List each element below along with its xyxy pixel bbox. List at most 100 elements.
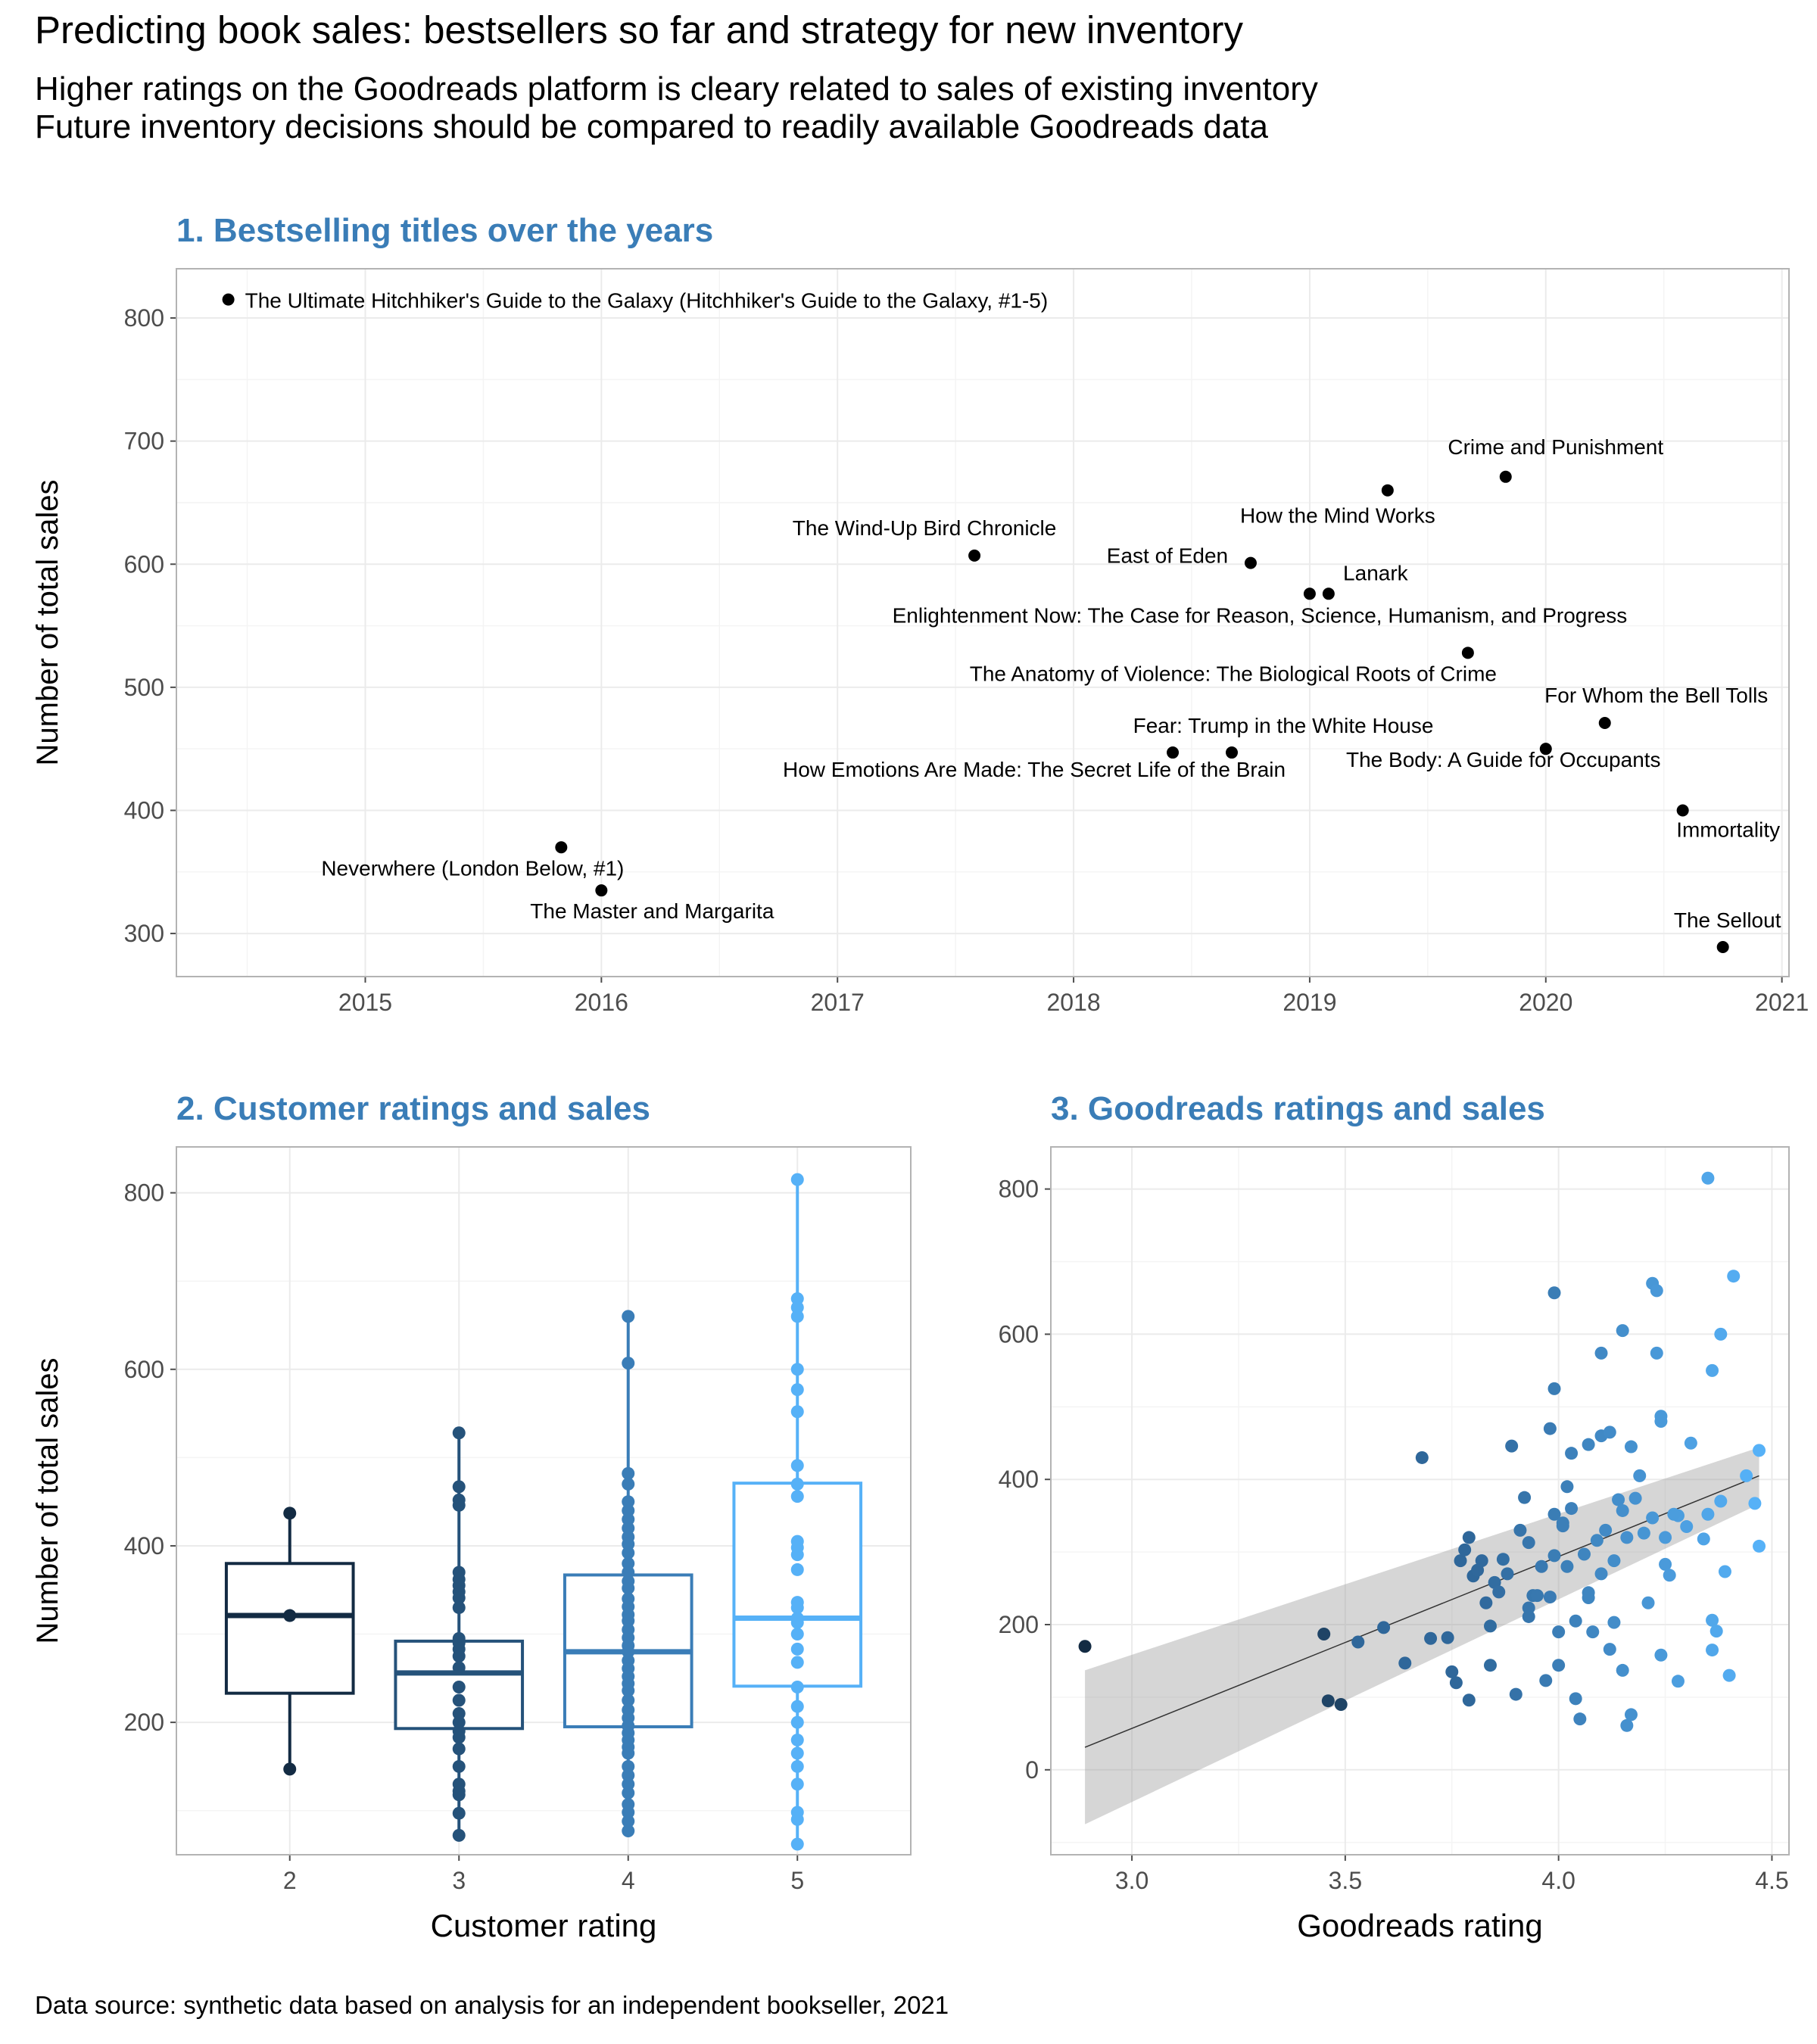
goodreads-point	[1522, 1536, 1535, 1550]
goodreads-point	[1560, 1559, 1574, 1573]
bestseller-point	[1539, 743, 1552, 756]
x-tick-label: 2021	[1755, 989, 1809, 1016]
goodreads-point	[1637, 1526, 1650, 1540]
bestseller-label: The Wind-Up Bird Chronicle	[793, 516, 1057, 540]
y-tick-label: 800	[124, 304, 164, 332]
rating-point	[622, 1466, 635, 1480]
figure-title: Predicting book sales: bestsellers so fa…	[35, 8, 1243, 51]
bestseller-label: The Ultimate Hitchhiker's Guide to the G…	[245, 289, 1049, 313]
rating-point	[790, 1746, 804, 1760]
goodreads-point	[1624, 1440, 1638, 1454]
rating-point	[790, 1310, 804, 1323]
bestseller-label: The Master and Margarita	[530, 899, 774, 923]
goodreads-point	[1659, 1531, 1672, 1544]
goodreads-point	[1462, 1693, 1476, 1707]
bestseller-label: Immortality	[1676, 818, 1780, 841]
rating-point	[452, 1806, 466, 1820]
rating-point	[790, 1700, 804, 1713]
goodreads-point	[1706, 1613, 1719, 1627]
goodreads-point	[1714, 1327, 1728, 1341]
goodreads-point	[1753, 1444, 1766, 1457]
goodreads-point	[1569, 1614, 1582, 1628]
rating-point	[790, 1301, 804, 1314]
panel-1-title: 1. Bestselling titles over the years	[176, 212, 714, 249]
goodreads-point	[1603, 1643, 1616, 1656]
goodreads-point	[1535, 1559, 1548, 1573]
bestseller-point	[968, 549, 981, 562]
confidence-band	[1085, 1447, 1759, 1824]
goodreads-point	[1722, 1669, 1736, 1682]
goodreads-point	[1552, 1659, 1566, 1672]
y-tick-label: 800	[999, 1176, 1039, 1203]
rating-point	[622, 1759, 635, 1773]
goodreads-point	[1492, 1585, 1506, 1599]
rating-point	[622, 1806, 635, 1819]
goodreads-point	[1603, 1426, 1616, 1439]
goodreads-point	[1479, 1596, 1493, 1609]
y-tick-label: 600	[999, 1320, 1039, 1348]
bestseller-label: The Sellout	[1674, 908, 1781, 932]
goodreads-point	[1748, 1497, 1762, 1510]
rating-point	[790, 1656, 804, 1669]
rating-point	[790, 1459, 804, 1472]
goodreads-point	[1483, 1619, 1497, 1633]
goodreads-point	[1650, 1346, 1663, 1360]
rating-point	[790, 1477, 804, 1491]
goodreads-point	[1321, 1694, 1335, 1708]
goodreads-point	[1462, 1531, 1476, 1544]
rating-point	[790, 1628, 804, 1641]
x-tick-label: 2017	[811, 989, 865, 1016]
bestseller-point	[1461, 647, 1474, 659]
y-tick-label: 300	[124, 920, 164, 947]
rating-point	[622, 1556, 635, 1570]
rating-point	[283, 1762, 297, 1776]
goodreads-point	[1565, 1447, 1579, 1460]
rating-point	[622, 1768, 635, 1782]
goodreads-point	[1646, 1511, 1660, 1525]
x-tick-label: 2015	[338, 989, 392, 1016]
x-tick-label: 2018	[1046, 989, 1100, 1016]
rating-point	[622, 1693, 635, 1707]
rating-point	[790, 1173, 804, 1186]
panel-border	[176, 268, 1790, 977]
goodreads-point	[1547, 1286, 1561, 1300]
rating-point	[452, 1426, 466, 1440]
goodreads-point	[1509, 1687, 1522, 1701]
goodreads-point	[1518, 1491, 1532, 1504]
bestseller-label: The Body: A Guide for Occupants	[1346, 748, 1661, 771]
goodreads-point	[1607, 1616, 1621, 1629]
rating-point	[622, 1357, 635, 1370]
x-tick-label: 2016	[575, 989, 628, 1016]
rating-point	[452, 1650, 466, 1663]
bestseller-point	[1322, 587, 1335, 600]
rating-point	[452, 1731, 466, 1744]
goodreads-point	[1441, 1631, 1454, 1644]
rating-point	[452, 1742, 466, 1756]
goodreads-point	[1351, 1635, 1365, 1649]
goodreads-point	[1547, 1507, 1561, 1521]
y-tick-label: 700	[124, 428, 164, 455]
goodreads-point	[1582, 1438, 1595, 1451]
goodreads-point	[1552, 1625, 1566, 1639]
rating-point	[790, 1363, 804, 1376]
goodreads-point	[1680, 1520, 1694, 1534]
subtitle-line-1: Higher ratings on the Goodreads platform…	[35, 70, 1318, 107]
bestseller-point	[1303, 587, 1316, 600]
goodreads-point	[1654, 1410, 1668, 1423]
rating-point	[452, 1480, 466, 1494]
rating-point	[622, 1546, 635, 1559]
goodreads-point	[1701, 1171, 1715, 1185]
goodreads-point	[1078, 1640, 1092, 1653]
rating-point	[622, 1522, 635, 1535]
x-tick-label: 3	[452, 1867, 466, 1894]
panel-2-title: 2. Customer ratings and sales	[176, 1090, 650, 1127]
goodreads-point	[1616, 1663, 1629, 1677]
bestseller-point	[1167, 746, 1180, 759]
y-tick-label: 200	[124, 1709, 164, 1736]
x-tick-label: 5	[790, 1867, 804, 1894]
y-axis-label: Number of total sales	[31, 480, 64, 766]
y-tick-label: 400	[999, 1466, 1039, 1493]
rating-point	[790, 1601, 804, 1615]
goodreads-point	[1709, 1625, 1723, 1638]
